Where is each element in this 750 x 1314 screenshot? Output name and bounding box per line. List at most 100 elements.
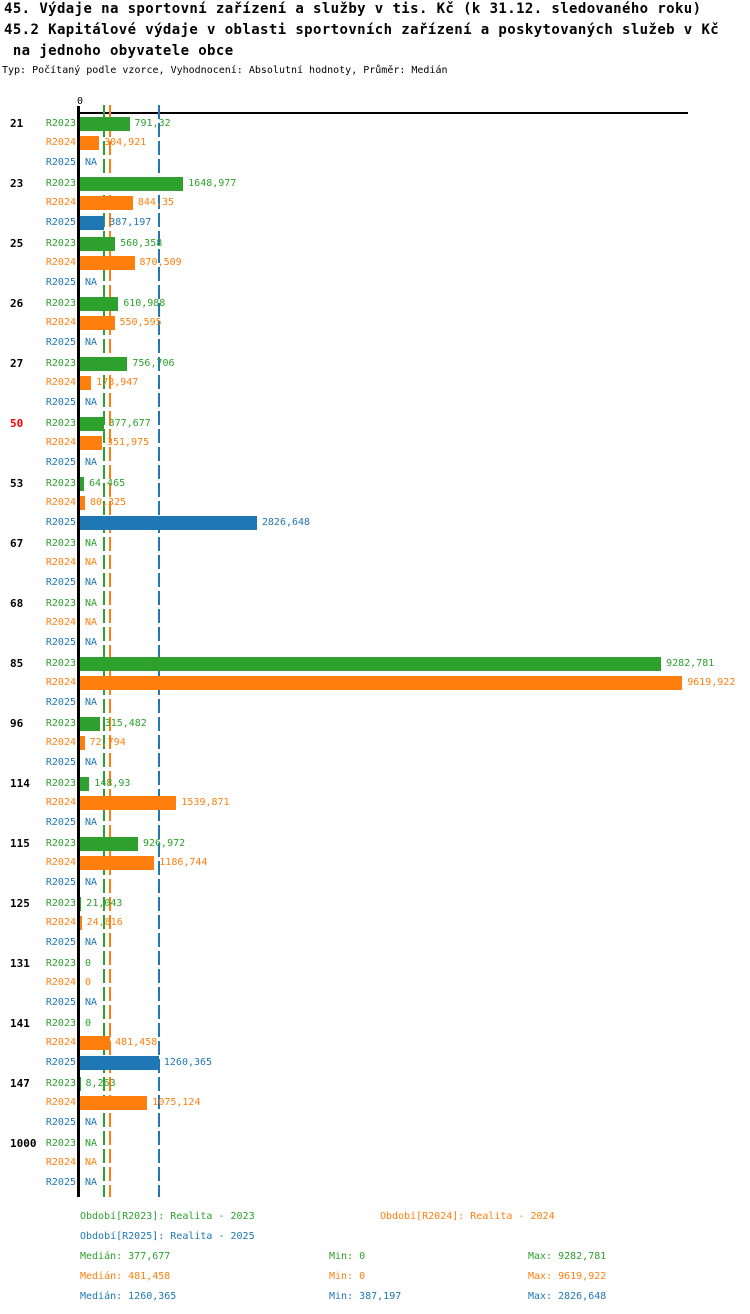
value-label: NA [85, 598, 98, 609]
series-row-label: R2023 [45, 658, 76, 669]
series-row-label: R2024 [45, 377, 76, 389]
y-axis-line [77, 106, 80, 1197]
category-label: 21 [10, 117, 24, 130]
chart-title-line1: 45. Výdaje na sportovní zařízení a služb… [4, 1, 702, 17]
stat-r2025-median: Medián: 1260,365 [80, 1291, 177, 1302]
value-label: 1186,744 [159, 857, 208, 869]
value-label: 304,921 [104, 137, 147, 149]
value-label: 21,043 [86, 898, 123, 909]
value-label: NA [85, 396, 98, 408]
value-label: 351,975 [107, 437, 150, 449]
category-label: 50 [10, 417, 24, 430]
bar [80, 417, 104, 431]
bar [80, 316, 115, 331]
median-line-r2024 [109, 105, 112, 1197]
value-label: NA [85, 538, 98, 549]
series-row-label: R2024 [45, 737, 76, 749]
bar [80, 736, 85, 751]
category-label: 23 [10, 177, 24, 190]
series-row-label: R2024 [45, 677, 76, 689]
series-row-label: R2023 [45, 598, 76, 609]
chart-title-line3: na jednoho obyvatele obce [4, 43, 234, 59]
value-label: NA [85, 336, 98, 348]
category-label: 96 [10, 717, 24, 730]
series-row-label: R2024 [45, 917, 76, 929]
category-label: 114 [10, 777, 30, 790]
series-row-label: R2025 [45, 816, 76, 828]
value-label: 8,263 [85, 1078, 116, 1089]
stat-r2024-min: Min: 0 [329, 1271, 366, 1282]
bar [80, 777, 90, 791]
value-label: 0 [85, 977, 92, 989]
series-row-label: R2025 [45, 876, 76, 888]
value-label: 9282,781 [666, 658, 715, 669]
legend-r2025: Období[R2025]: Realita - 2025 [80, 1231, 255, 1242]
value-label: 1075,124 [152, 1097, 201, 1109]
value-label: 844,35 [137, 197, 175, 209]
series-row-label: R2024 [45, 497, 76, 509]
value-label: NA [85, 276, 98, 288]
value-label: NA [85, 996, 98, 1008]
category-label: 26 [10, 297, 24, 310]
series-row-label: R2023 [45, 898, 76, 909]
value-label: NA [85, 1157, 98, 1169]
series-row-label: R2023 [45, 778, 76, 789]
value-label: 756,706 [132, 358, 175, 369]
series-row-label: R2024 [45, 977, 76, 989]
bar [80, 1096, 148, 1111]
value-label: 2826,648 [261, 516, 311, 528]
value-label: NA [85, 756, 98, 768]
series-row-label: R2025 [45, 456, 76, 468]
series-row-label: R2024 [45, 1037, 76, 1049]
series-row-label: R2025 [45, 516, 76, 528]
category-label: 68 [10, 597, 24, 610]
value-label: NA [85, 156, 98, 168]
value-label: 80,325 [90, 497, 127, 509]
bar [80, 117, 130, 131]
series-row-label: R2023 [45, 958, 76, 969]
stat-r2023-median: Medián: 377,677 [80, 1251, 171, 1262]
value-label: NA [85, 816, 98, 828]
value-label: NA [85, 576, 98, 588]
stat-r2025-min: Min: 387,197 [329, 1291, 402, 1302]
stat-r2023-min: Min: 0 [329, 1251, 366, 1262]
series-row-label: R2025 [45, 576, 76, 588]
series-row-label: R2024 [45, 257, 76, 269]
series-row-label: R2023 [45, 178, 76, 189]
category-label: 115 [10, 837, 30, 850]
value-label: NA [85, 696, 98, 708]
value-label: NA [85, 1116, 98, 1128]
series-row-label: R2024 [45, 1157, 76, 1169]
category-label: 25 [10, 237, 24, 250]
category-label: 125 [10, 897, 30, 910]
bar [80, 376, 92, 391]
value-label: 550,595 [119, 317, 162, 329]
series-row-label: R2025 [45, 1116, 76, 1128]
median-line-r2023 [102, 105, 105, 1197]
series-row-label: R2023 [45, 118, 76, 129]
series-row-label: R2023 [45, 838, 76, 849]
bar [80, 916, 82, 931]
value-label: 377,677 [108, 418, 151, 429]
value-label: NA [85, 456, 98, 468]
category-label: 147 [10, 1077, 30, 1090]
bar [80, 796, 177, 811]
series-row-label: R2023 [45, 298, 76, 309]
value-label: 148,93 [94, 778, 131, 789]
series-row-label: R2024 [45, 557, 76, 569]
bar [80, 136, 100, 151]
bar [80, 676, 683, 691]
series-row-label: R2024 [45, 137, 76, 149]
x-axis-zero-label: 0 [76, 96, 84, 107]
bar [80, 177, 184, 191]
value-label: NA [85, 1138, 98, 1149]
bar [80, 837, 138, 851]
value-label: NA [85, 617, 98, 629]
value-label: NA [85, 936, 98, 948]
series-row-label: R2025 [45, 336, 76, 348]
series-row-label: R2023 [45, 358, 76, 369]
series-row-label: R2025 [45, 216, 76, 228]
series-row-label: R2025 [45, 396, 76, 408]
series-row-label: R2025 [45, 756, 76, 768]
series-row-label: R2023 [45, 1138, 76, 1149]
